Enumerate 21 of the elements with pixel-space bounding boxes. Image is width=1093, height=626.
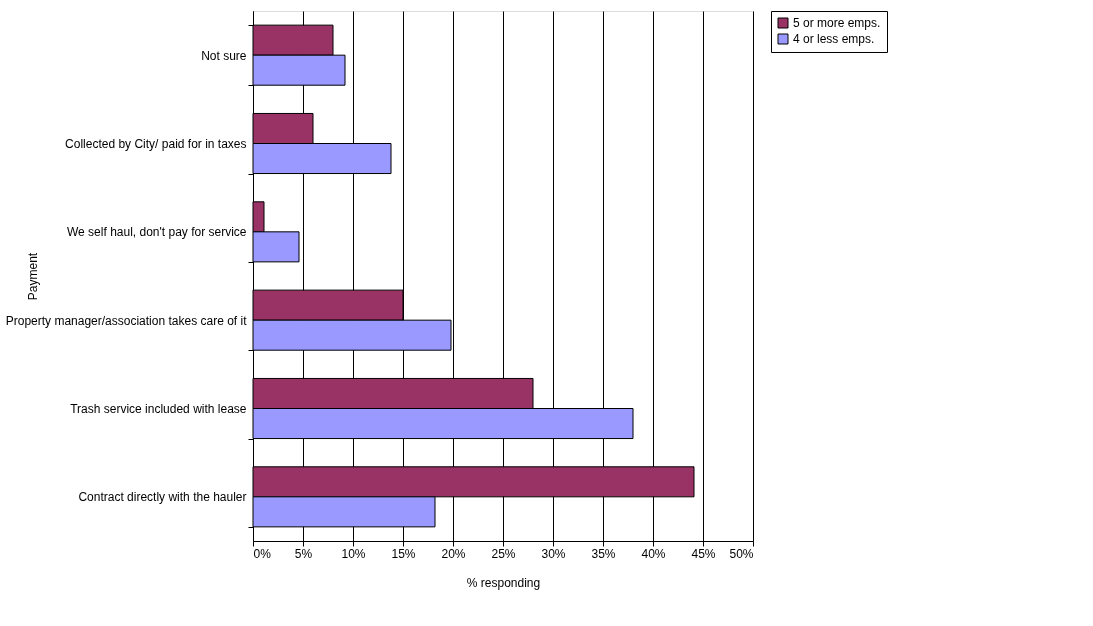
x-tick-label: 30% (541, 546, 566, 561)
x-tick-label: 25% (491, 546, 516, 561)
x-tick-label: 35% (591, 546, 616, 561)
x-tick-label: 5% (294, 546, 313, 561)
y-tick-label: Property manager/association takes care of it (5, 313, 248, 328)
y-tick-label: Trash service included with lease (70, 402, 247, 416)
y-axis-title: Payment (25, 252, 40, 301)
x-tick-label: 15% (391, 546, 416, 561)
x-axis-title: % responding (466, 575, 541, 590)
x-tick-label: 0% (253, 546, 272, 561)
legend-label: 5 or more emps. (793, 16, 881, 30)
x-tick-label: 45% (691, 546, 716, 561)
x-tick-label: 50% (729, 546, 754, 561)
x-tick-label: 20% (441, 546, 466, 561)
legend-label: 4 or less emps. (793, 32, 875, 46)
y-tick-label: We self haul, don't pay for service (67, 225, 247, 240)
y-tick-label: Contract directly with the hauler (78, 490, 247, 505)
y-tick-label: Collected by City/ paid for in taxes (65, 137, 247, 151)
x-tick-label: 10% (341, 546, 366, 561)
y-tick-label: Not sure (201, 48, 247, 63)
x-tick-label: 40% (641, 546, 666, 561)
